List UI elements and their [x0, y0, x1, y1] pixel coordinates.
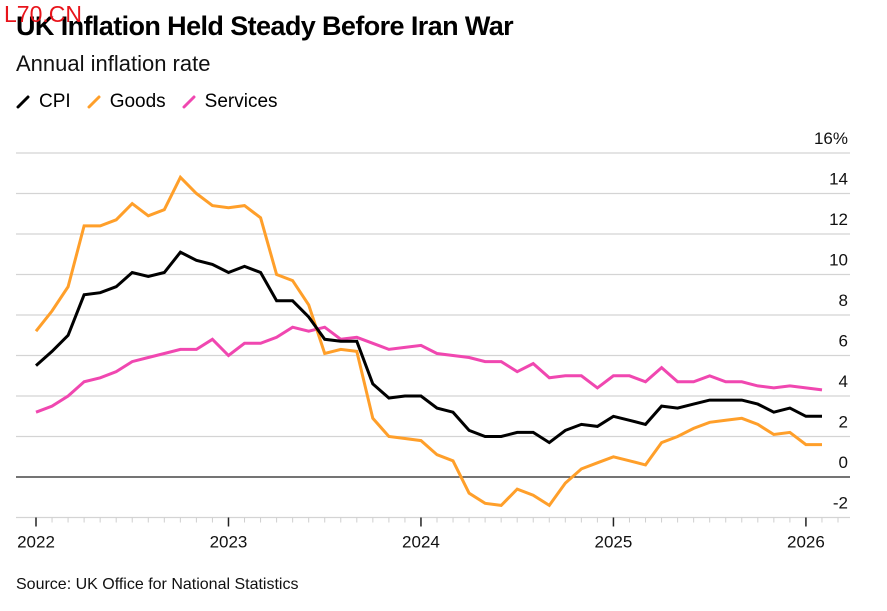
chart-title: UK Inflation Held Steady Before Iran War — [16, 11, 514, 41]
legend-label-goods: Goods — [109, 91, 166, 112]
y-tick-label: 2 — [839, 413, 848, 432]
legend-item-goods: Goods — [87, 91, 166, 113]
x-tick-label: 2025 — [595, 533, 633, 552]
source-note: Source: UK Office for National Statistic… — [16, 576, 299, 593]
series-lines — [34, 174, 823, 508]
y-tick-label: 4 — [839, 372, 848, 391]
watermark: L70.CN — [4, 1, 82, 27]
y-tick-label: 14 — [829, 170, 848, 189]
y-tick-label: 6 — [839, 332, 848, 351]
y-tick-label: -2 — [833, 494, 848, 513]
x-tick-label: 2026 — [787, 533, 825, 552]
legend-swatch-goods-icon — [87, 95, 101, 109]
y-tick-label: 8 — [839, 291, 848, 310]
legend-item-services: Services — [182, 91, 278, 113]
line-chart: 16% 14 12 10 8 6 4 2 0 -2 2022 2023 2024 2025 2026 — [16, 129, 850, 552]
legend-label-cpi: CPI — [39, 91, 71, 112]
legend-label-services: Services — [204, 91, 278, 112]
series-line-goods — [34, 174, 822, 508]
x-tick-label: 2022 — [17, 533, 55, 552]
series-line-cpi — [35, 250, 822, 445]
x-axis — [16, 516, 850, 527]
x-tick-label: 2024 — [402, 533, 440, 552]
legend-swatch-services-icon — [182, 95, 196, 109]
x-tick-label: 2023 — [210, 533, 248, 552]
chart-subtitle: Annual inflation rate — [16, 51, 211, 76]
series-line-services — [35, 325, 823, 414]
y-tick-label: 0 — [839, 453, 848, 472]
y-axis-labels: 16% 14 12 10 8 6 4 2 0 -2 — [814, 129, 848, 513]
legend-swatch-cpi-icon — [16, 95, 30, 109]
legend: CPI Goods Services — [16, 91, 294, 113]
y-tick-label: 16% — [814, 129, 848, 148]
x-axis-labels: 2022 2023 2024 2025 2026 — [17, 533, 825, 552]
gridlines — [16, 152, 850, 478]
legend-item-cpi: CPI — [16, 91, 71, 113]
y-tick-label: 12 — [829, 210, 848, 229]
y-tick-label: 10 — [829, 251, 848, 270]
